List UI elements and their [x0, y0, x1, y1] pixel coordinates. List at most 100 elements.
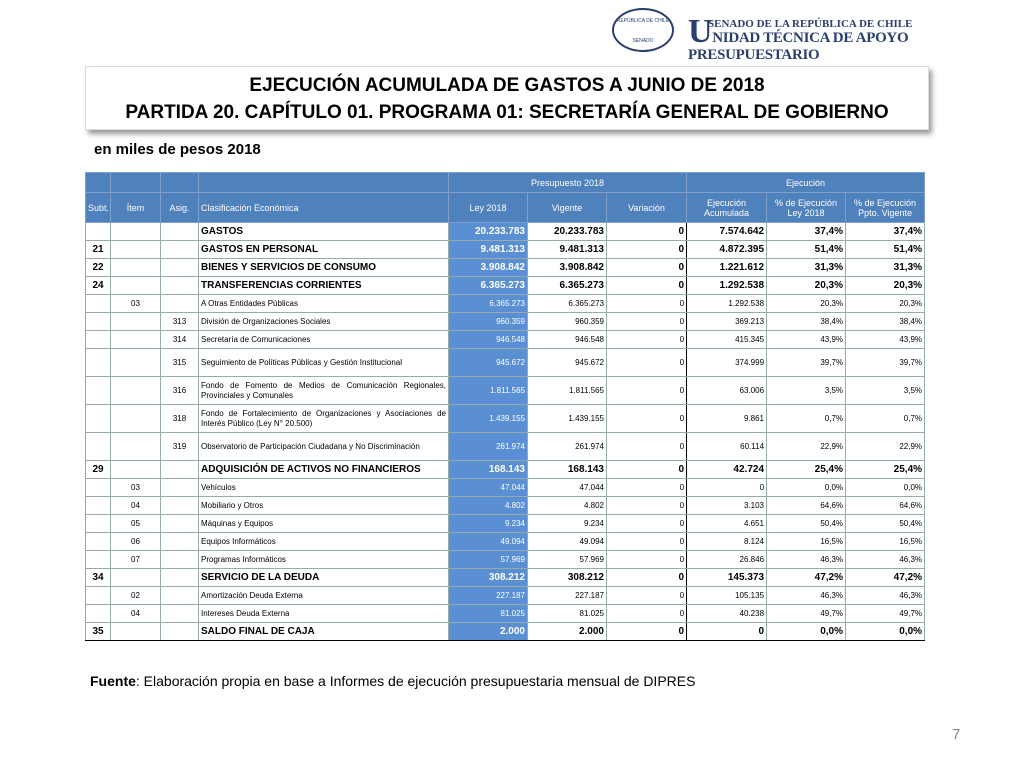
table-cell: [110, 568, 161, 587]
table-cell: 308.212: [527, 568, 607, 587]
table-cell: 9.861: [686, 404, 768, 433]
table-cell: 0: [605, 568, 688, 587]
table-cell: 50,4%: [766, 514, 847, 533]
group-header-row: Presupuesto 2018 Ejecución: [85, 172, 926, 193]
table-cell: Equipos Informáticos: [198, 532, 449, 551]
table-cell: 2.000: [448, 622, 528, 641]
table-cell: 261.974: [448, 432, 528, 461]
table-row: 316 Fondo de Fomento de Medios de Comunic…: [85, 376, 926, 405]
table-cell: 4.651: [686, 514, 768, 533]
table-cell: [160, 460, 199, 479]
group-header: Presupuesto 2018: [447, 172, 688, 193]
header-cell: [160, 172, 199, 193]
table-cell: 0: [686, 478, 768, 497]
table-cell: 29: [85, 460, 111, 479]
table-cell: [160, 550, 199, 569]
table-cell: 6.365.273: [448, 294, 528, 313]
table-cell: 57.969: [527, 550, 607, 569]
table-cell: [85, 432, 111, 461]
table-cell: 227.187: [448, 586, 528, 605]
table-cell: [110, 348, 161, 377]
table-cell: 0: [605, 258, 688, 277]
senate-seal: REPÚBLICA DE CHILE SENADO: [612, 8, 674, 52]
table-cell: 945.672: [527, 348, 607, 377]
table-row: 02 Amortización Deuda Externa 227.187 227.1…: [85, 586, 926, 605]
table-cell: 40.238: [686, 604, 768, 623]
table-row: 24 TRANSFERENCIAS CORRIENTES 6.365.273 6.36…: [85, 276, 926, 295]
table-cell: [110, 432, 161, 461]
table-cell: 02: [110, 586, 161, 605]
table-cell: [110, 376, 161, 405]
table-cell: 0,7%: [845, 404, 926, 433]
table-row: 04 Mobiliario y Otros 4.802 4.802 0 3.103 64,6…: [85, 496, 926, 515]
table-cell: 0: [686, 622, 768, 641]
table-cell: 0,0%: [766, 622, 847, 641]
table-cell: 1.221.612: [686, 258, 768, 277]
table-cell: 81.025: [448, 604, 528, 623]
table-cell: 81.025: [527, 604, 607, 623]
table-cell: 31,3%: [845, 258, 926, 277]
table-cell: 0: [605, 348, 688, 377]
page-number: 7: [952, 726, 961, 743]
table-cell: [110, 222, 161, 241]
table-cell: 35: [85, 622, 111, 641]
table-cell: [160, 478, 199, 497]
table-cell: [160, 258, 199, 277]
table-row: 05 Máquinas y Equipos 9.234 9.234 0 4.651 50,4…: [85, 514, 926, 533]
table-cell: 20,3%: [766, 294, 847, 313]
column-header: Vigente: [527, 192, 607, 223]
table-cell: 0: [605, 550, 688, 569]
table-cell: 1.811.565: [448, 376, 528, 405]
table-cell: 0: [605, 432, 688, 461]
org-line: SENADO DE LA REPÚBLICA DE CHILE: [708, 18, 913, 30]
table-cell: 960.359: [527, 312, 607, 331]
source-label: Fuente: [90, 673, 136, 689]
table-cell: 1.811.565: [527, 376, 607, 405]
table-cell: 6.365.273: [527, 276, 607, 295]
table-cell: 37,4%: [845, 222, 926, 241]
header-cell: [110, 172, 161, 193]
table-cell: 0: [605, 622, 688, 641]
table-cell: BIENES Y SERVICIOS DE CONSUMO: [198, 258, 449, 277]
seal-bottom: SENADO: [632, 38, 654, 44]
table-cell: 24: [85, 276, 111, 295]
table-cell: 168.143: [448, 460, 528, 479]
table-cell: 0: [605, 222, 688, 241]
table-cell: 25,4%: [766, 460, 847, 479]
table-cell: 22,9%: [766, 432, 847, 461]
table-cell: 49,7%: [845, 604, 926, 623]
table-cell: [110, 330, 161, 349]
table-row: 04 Intereses Deuda Externa 81.025 81.025 0 40…: [85, 604, 926, 623]
table-cell: 46,3%: [766, 550, 847, 569]
table-cell: 60.114: [686, 432, 768, 461]
table-row: 03 A Otras Entidades Públicas 6.365.273 6.3…: [85, 294, 926, 313]
table-cell: [110, 312, 161, 331]
table-cell: [160, 586, 199, 605]
table-cell: Fondo de Fomento de Medios de Comunicaci…: [198, 376, 449, 405]
table-cell: GASTOS: [198, 222, 449, 241]
table-cell: 26.846: [686, 550, 768, 569]
table-cell: [110, 622, 161, 641]
table-row: GASTOS 20.233.783 20.233.783 0 7.574.642 37,4…: [85, 222, 926, 241]
table-cell: [110, 258, 161, 277]
table-cell: 374.999: [686, 348, 768, 377]
table-cell: [160, 294, 199, 313]
table-cell: 0: [605, 294, 688, 313]
table-cell: 34: [85, 568, 111, 587]
table-cell: [160, 622, 199, 641]
table-row: 22 BIENES Y SERVICIOS DE CONSUMO 3.908.842…: [85, 258, 926, 277]
table-cell: 316: [160, 376, 199, 405]
column-header: Subt.: [85, 192, 111, 223]
table-cell: 314: [160, 330, 199, 349]
table-cell: 46,3%: [845, 586, 926, 605]
table-cell: 0: [605, 312, 688, 331]
table-cell: 145.373: [686, 568, 768, 587]
table-cell: 43,9%: [845, 330, 926, 349]
table-cell: 0,0%: [766, 478, 847, 497]
column-header: Ítem: [110, 192, 161, 223]
table-cell: Observatorio de Participación Ciudadana …: [198, 432, 449, 461]
table-row: 315 Seguimiento de Políticas Públicas y G…: [85, 348, 926, 377]
footer: Fuente: Elaboración propia en base a Inf…: [90, 673, 695, 689]
table-cell: 20,3%: [845, 294, 926, 313]
table-cell: 3,5%: [766, 376, 847, 405]
